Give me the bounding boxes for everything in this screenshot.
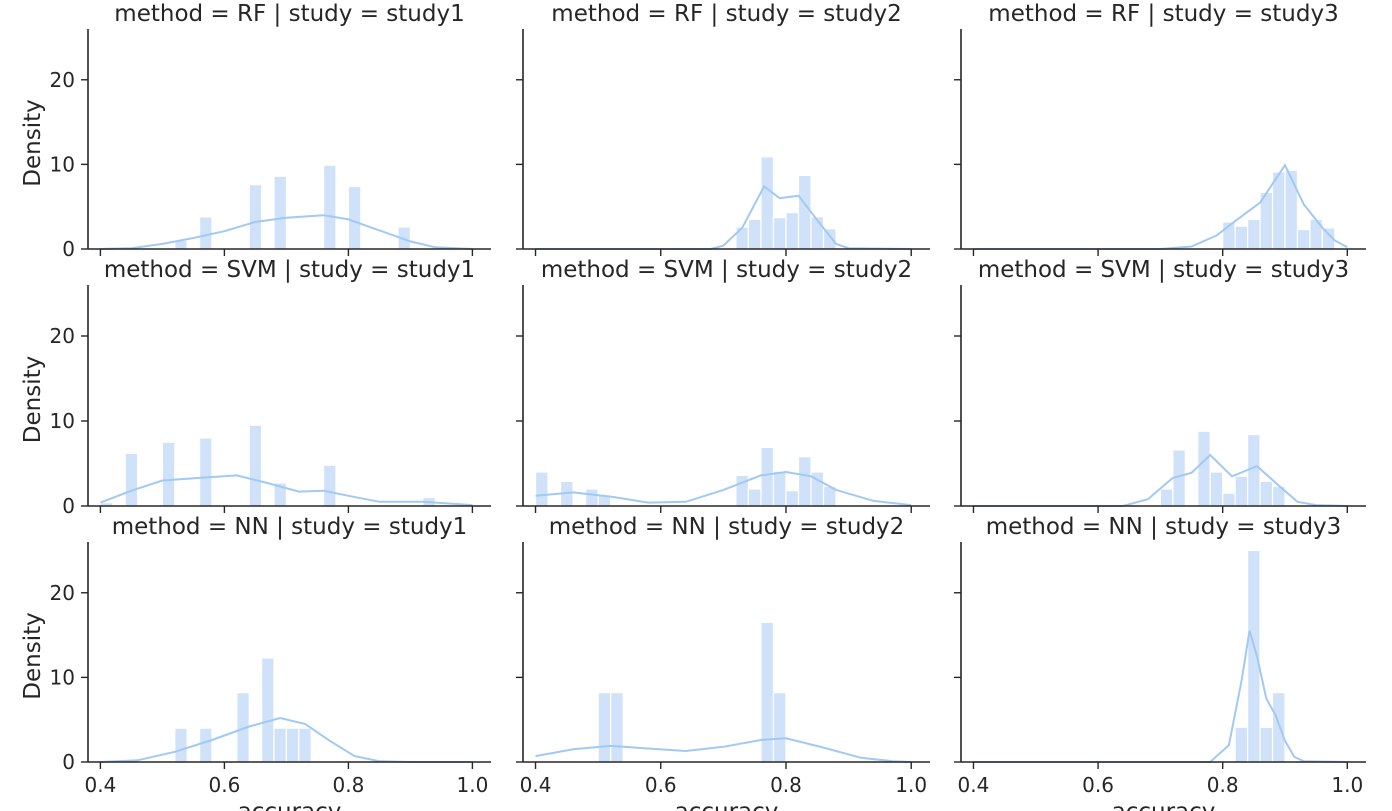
y-tick-label: 20 (50, 324, 75, 348)
histogram-bar (1259, 480, 1274, 507)
histogram-bar (1234, 225, 1249, 250)
histogram-bar (174, 727, 188, 763)
histogram-bar (1247, 549, 1261, 763)
x-axis-label: accuracy (675, 799, 779, 811)
histogram-bar (772, 470, 787, 507)
y-tick-label: 0 (62, 237, 75, 261)
y-axis-label: Density (20, 99, 46, 186)
panel-title: method = SVM | study = study3 (978, 257, 1349, 283)
histogram-bar (199, 437, 213, 507)
y-tick-label: 0 (62, 750, 75, 774)
histogram-bar (534, 471, 549, 507)
histogram-bar (610, 692, 624, 763)
y-tick-label: 20 (50, 68, 75, 92)
histogram-bar (248, 184, 263, 250)
x-tick-label: 0.8 (1207, 773, 1239, 797)
x-tick-label: 0.6 (1082, 773, 1114, 797)
panel-title: method = RF | study = study1 (114, 1, 464, 27)
panel-title: method = SVM | study = study2 (541, 257, 912, 283)
histogram-bar (1271, 692, 1286, 763)
panel-title: method = RF | study = study3 (988, 1, 1338, 27)
x-tick-label: 1.0 (1331, 773, 1363, 797)
kde-curve (100, 214, 473, 250)
histogram-bar (347, 185, 362, 250)
kde-curve (973, 453, 1348, 507)
histogram-bar (285, 727, 300, 763)
histogram-bar (772, 217, 787, 250)
y-axis-label: Density (20, 612, 46, 699)
histogram-bar (772, 692, 787, 763)
y-tick-label: 10 (50, 409, 75, 433)
histogram-bar (323, 164, 337, 250)
kde-curve (973, 630, 1348, 763)
panel-title: method = SVM | study = study1 (104, 257, 475, 283)
histogram-bar (1259, 726, 1274, 763)
histogram-bar (760, 446, 775, 507)
histogram-bar (1209, 471, 1224, 507)
histogram-bar (1234, 726, 1249, 763)
histogram-bar (124, 452, 139, 507)
histogram-bar (785, 212, 800, 250)
histogram-bar (1159, 488, 1174, 507)
y-axis-label: Density (20, 356, 46, 443)
histogram-bar (735, 226, 750, 250)
histogram-bar (261, 657, 275, 763)
histogram-bar (161, 441, 176, 507)
y-tick-label: 0 (62, 494, 75, 518)
panel-title: method = NN | study = study1 (112, 514, 468, 540)
histogram-bar (760, 621, 775, 763)
x-tick-label: 0.4 (520, 773, 552, 797)
histogram-bar (199, 727, 213, 763)
histogram-bar (797, 174, 812, 250)
kde-curve (535, 184, 912, 250)
histogram-bar (1284, 169, 1299, 250)
x-axis-label: accuracy (1112, 799, 1216, 811)
kde-curve (535, 737, 912, 763)
histogram-bar (199, 216, 213, 250)
kde-curve (535, 470, 912, 507)
histogram-bar (585, 488, 599, 507)
histogram-bar (298, 727, 312, 763)
histogram-bar (747, 218, 762, 250)
x-tick-label: 0.6 (208, 773, 240, 797)
histogram-bar (1247, 434, 1261, 507)
x-tick-label: 0.6 (645, 773, 677, 797)
histogram-bar (1271, 171, 1286, 250)
histogram-bar (248, 424, 263, 507)
x-axis-label: accuracy (238, 799, 342, 811)
histogram-bar (760, 156, 775, 250)
histogram-bar (1234, 475, 1249, 507)
histogram-bar (1296, 228, 1311, 250)
histogram-bar (597, 692, 612, 763)
histogram-bar (1222, 492, 1236, 507)
panel-title: method = RF | study = study2 (551, 1, 901, 27)
panel-title: method = NN | study = study3 (986, 514, 1342, 540)
histogram-bar (1197, 430, 1211, 507)
x-tick-label: 0.8 (770, 773, 802, 797)
x-tick-label: 0.4 (84, 773, 116, 797)
y-tick-label: 10 (50, 665, 75, 689)
histogram-bar (785, 490, 800, 507)
x-tick-label: 0.4 (958, 773, 990, 797)
kde-curve (100, 474, 473, 507)
histogram-bar (797, 456, 812, 507)
x-tick-label: 0.8 (332, 773, 364, 797)
panel-title: method = NN | study = study2 (549, 514, 905, 540)
histogram-bar (273, 175, 287, 250)
histogram-bar (273, 727, 287, 763)
y-tick-label: 20 (50, 581, 75, 605)
histogram-bar (747, 488, 762, 507)
x-tick-label: 1.0 (456, 773, 488, 797)
y-tick-label: 10 (50, 152, 75, 176)
kde-curve (973, 163, 1348, 250)
histogram-bar (1247, 218, 1261, 250)
histogram-bar (323, 464, 337, 507)
x-tick-label: 1.0 (895, 773, 927, 797)
